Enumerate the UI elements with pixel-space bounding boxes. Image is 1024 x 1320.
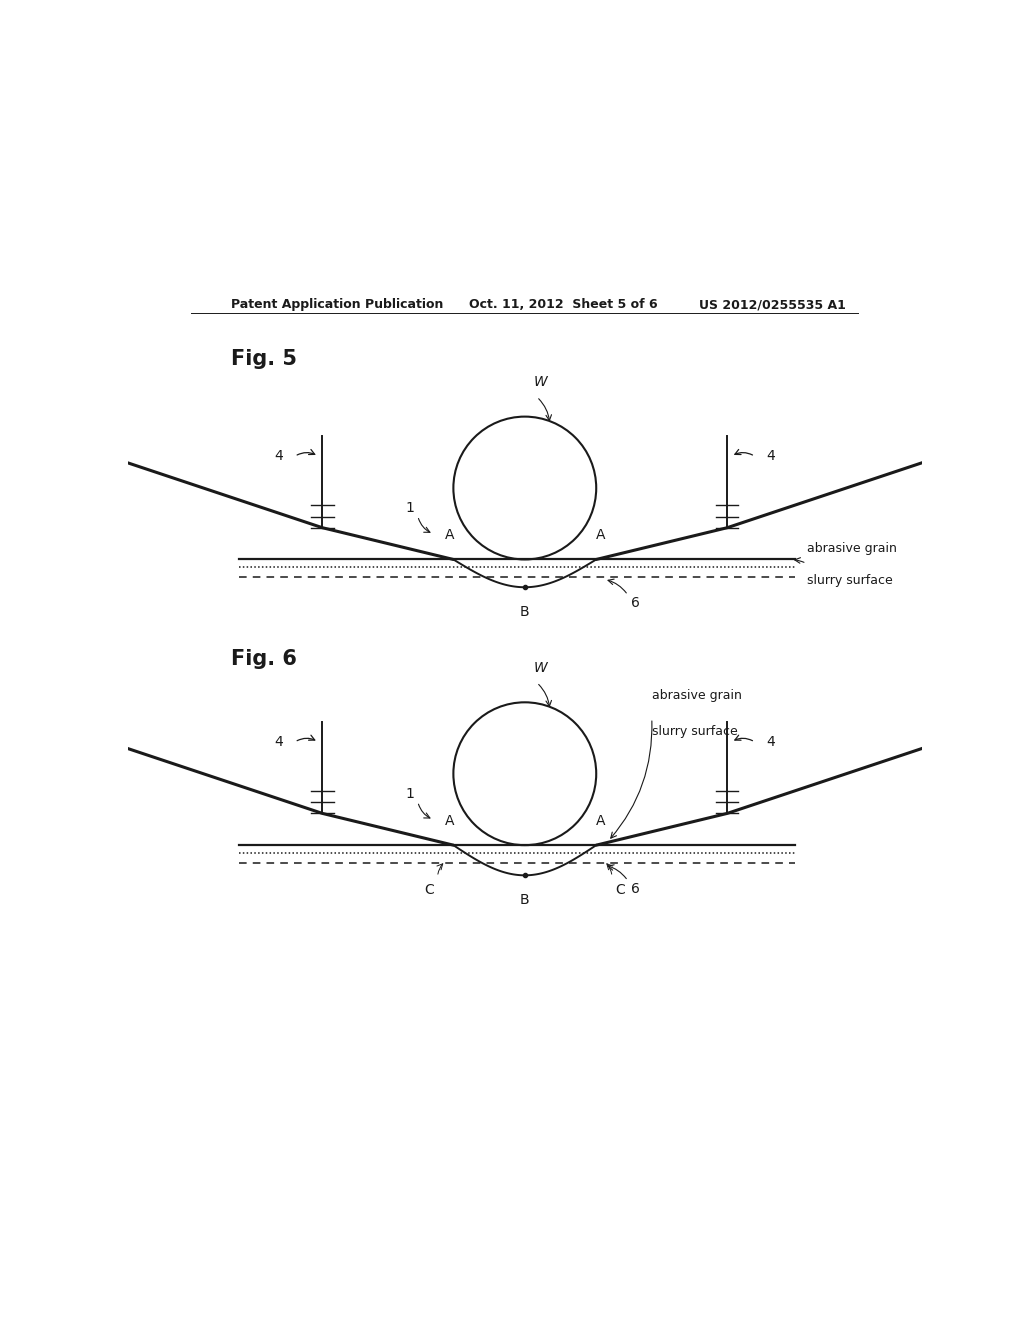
- Text: 4: 4: [274, 449, 284, 463]
- Text: Fig. 6: Fig. 6: [231, 648, 297, 669]
- Text: 4: 4: [766, 449, 775, 463]
- Text: 4: 4: [766, 735, 775, 748]
- Text: US 2012/0255535 A1: US 2012/0255535 A1: [699, 298, 846, 312]
- Text: W: W: [534, 375, 548, 389]
- Text: B: B: [520, 605, 529, 619]
- Text: W: W: [534, 660, 548, 675]
- Text: C: C: [615, 883, 625, 898]
- Text: Oct. 11, 2012  Sheet 5 of 6: Oct. 11, 2012 Sheet 5 of 6: [469, 298, 657, 312]
- Text: abrasive grain: abrasive grain: [651, 689, 741, 702]
- Text: C: C: [425, 883, 434, 898]
- Text: B: B: [520, 892, 529, 907]
- Text: 1: 1: [406, 500, 414, 515]
- Text: 1: 1: [406, 787, 414, 800]
- Text: 6: 6: [632, 597, 640, 610]
- Text: abrasive grain: abrasive grain: [807, 543, 896, 556]
- Text: A: A: [595, 528, 605, 543]
- Text: slurry surface: slurry surface: [651, 725, 737, 738]
- Text: 6: 6: [632, 882, 640, 896]
- Text: 4: 4: [274, 735, 284, 748]
- Text: A: A: [444, 813, 455, 828]
- Text: slurry surface: slurry surface: [807, 574, 892, 587]
- Text: Fig. 5: Fig. 5: [231, 348, 297, 368]
- Text: A: A: [595, 813, 605, 828]
- Text: Patent Application Publication: Patent Application Publication: [231, 298, 443, 312]
- Text: A: A: [444, 528, 455, 543]
